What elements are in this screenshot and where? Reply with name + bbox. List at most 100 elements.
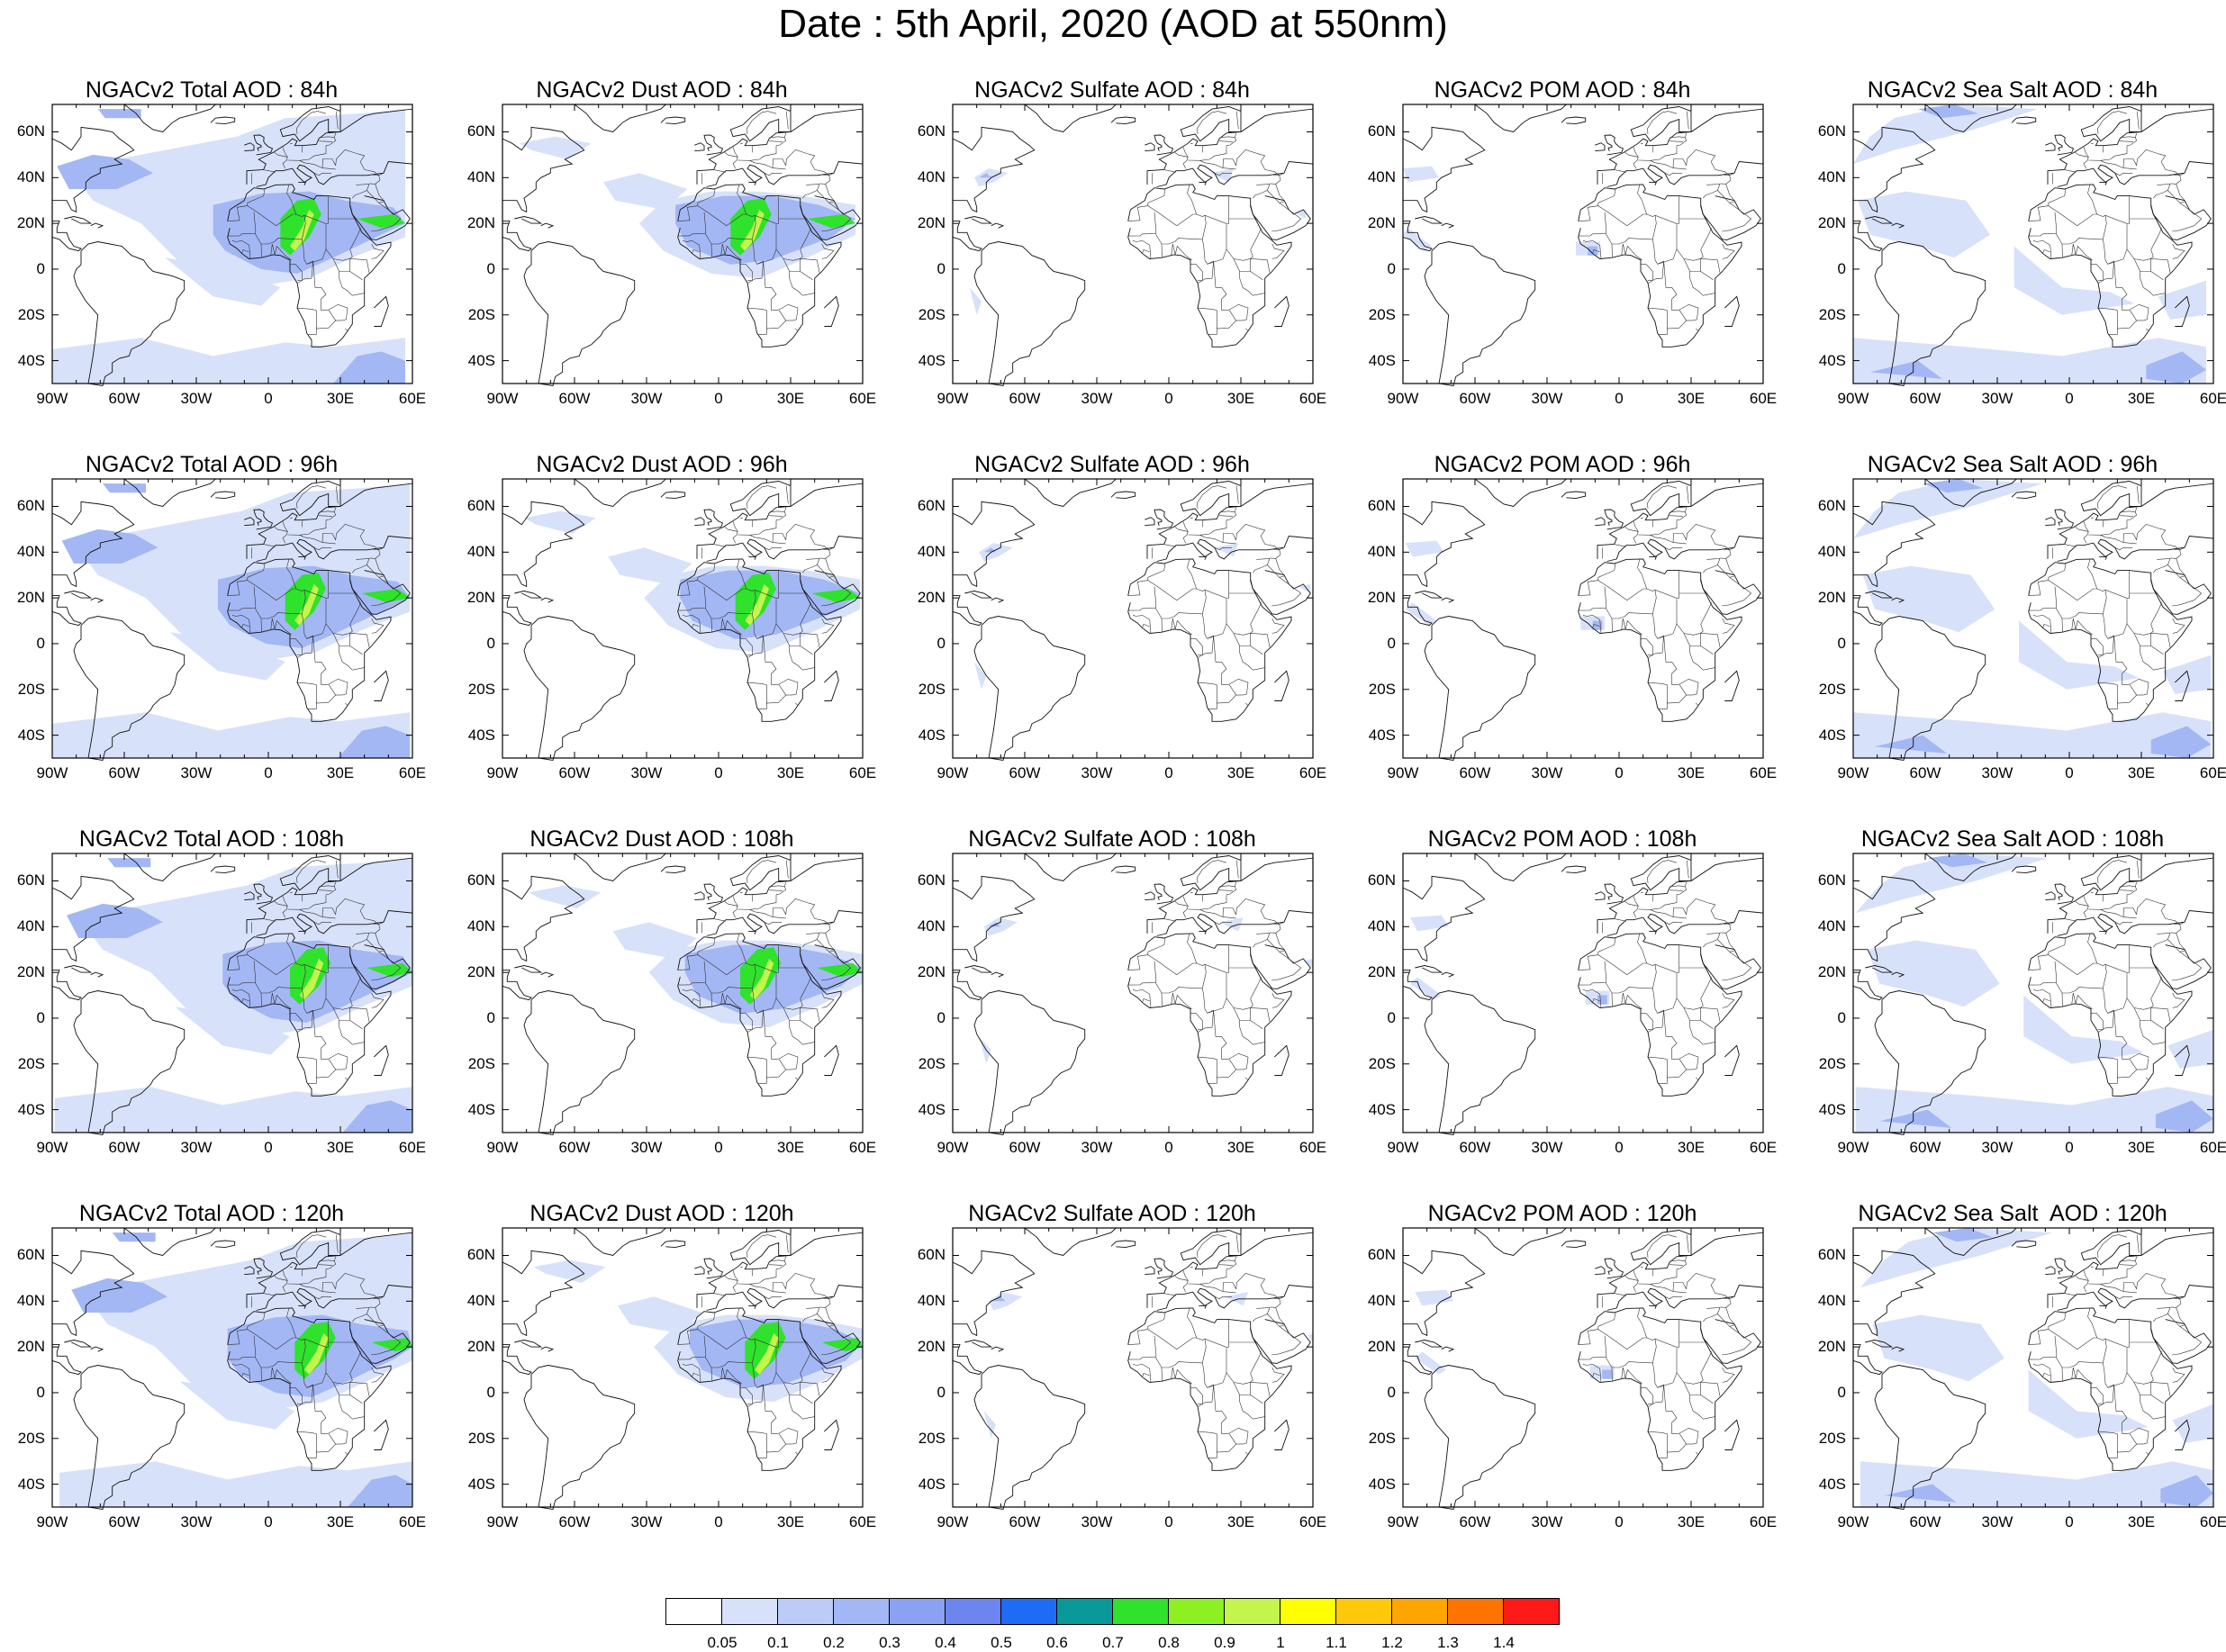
country-border [1127, 563, 1166, 596]
country-border [1676, 881, 1688, 895]
country-border [289, 517, 293, 519]
coastline-northAmerica [952, 126, 1036, 213]
country-border [2065, 544, 2077, 547]
country-border [264, 1293, 276, 1296]
lon-tick-label: 60W [1909, 1139, 1941, 1156]
lat-tick-label: 0 [937, 1383, 946, 1401]
country-border [1275, 184, 1285, 201]
coastline-britain [703, 883, 724, 905]
country-border [2129, 310, 2137, 321]
lon-tick-label: 90W [486, 764, 519, 781]
lat-tick-label: 60N [1817, 497, 1846, 515]
country-border [335, 149, 385, 176]
country-border [2088, 1268, 2128, 1285]
coastline-centralAmerica [952, 595, 982, 627]
coastline-cuba [514, 216, 543, 224]
country-border [1646, 571, 1680, 599]
lat-tick-label: 40N [1817, 543, 1846, 561]
country-border [747, 260, 764, 284]
lat-tick-label: 40N [16, 543, 45, 561]
country-border [732, 521, 738, 532]
lat-tick-label: 60N [466, 497, 495, 515]
lon-tick-label: 30W [1531, 1139, 1563, 1156]
country-border [1647, 1431, 1694, 1453]
aod-fill-high [366, 963, 412, 978]
country-border [758, 700, 767, 709]
country-border [2065, 1293, 2077, 1296]
country-border [1275, 933, 1285, 950]
panel-title: NGACv2 POM AOD : 96h [1434, 452, 1691, 477]
country-border [1149, 619, 1152, 634]
panel-title: NGACv2 Sulfate AOD : 120h [968, 1201, 1256, 1226]
country-border [301, 1339, 327, 1388]
country-border [321, 678, 348, 696]
country-border [302, 1268, 303, 1277]
country-border [1700, 271, 1714, 281]
lon-tick-label: 90W [36, 1139, 68, 1156]
coastline-ireland [2045, 891, 2056, 901]
aod-fill-base [1405, 602, 1437, 626]
country-border [802, 558, 820, 573]
country-border [2172, 1326, 2203, 1356]
country-border [371, 992, 385, 1008]
coastline-madagascar [2174, 295, 2190, 327]
country-border [768, 140, 783, 142]
colorbar-box [945, 1598, 1001, 1625]
lon-tick-label: 60W [1009, 390, 1041, 407]
country-border [821, 952, 852, 981]
coastline-africa [227, 933, 392, 1097]
coastline-hispaniola [991, 1346, 1005, 1352]
coastline-centralAmerica [952, 970, 982, 1001]
country-border [1683, 1007, 1715, 1045]
lon-tick-label: 0 [1164, 390, 1173, 407]
country-border [1646, 1320, 1680, 1348]
country-border [747, 485, 768, 510]
coastline-italySicily [748, 930, 756, 934]
lat-tick-label: 20N [1367, 963, 1396, 981]
country-border [1669, 515, 1683, 517]
country-border [775, 1256, 787, 1269]
country-border [1720, 924, 1732, 934]
country-border [2136, 149, 2185, 176]
country-border [751, 215, 777, 265]
country-border [1155, 608, 1203, 619]
aod-fill-base [529, 885, 602, 908]
country-border [778, 1433, 786, 1445]
lat-tick-label: 0 [486, 1008, 495, 1026]
country-border [2097, 860, 2119, 884]
country-border [2103, 145, 2104, 153]
country-border [2118, 860, 2128, 863]
coastline-centralAmerica [952, 221, 982, 252]
aod-fill-mid [348, 1475, 412, 1507]
country-border [260, 992, 292, 1010]
country-border [1233, 633, 1265, 671]
country-border [1582, 1363, 1600, 1369]
country-border [2056, 233, 2104, 245]
country-border [732, 896, 738, 907]
country-border [2122, 1427, 2149, 1445]
country-border [1700, 1020, 1714, 1030]
country-border [785, 111, 789, 130]
lat-tick-label: 40N [1367, 1292, 1396, 1310]
country-border [1217, 485, 1227, 489]
coastline-africa [1127, 184, 1292, 348]
country-border [1646, 945, 1680, 973]
country-border [1155, 233, 1203, 245]
lon-tick-label: 60W [558, 764, 591, 781]
aod-fill-mid [1879, 1109, 1952, 1128]
map-seasalt [1852, 478, 2214, 762]
country-border [299, 1284, 336, 1294]
country-border [1615, 918, 1627, 922]
lon-tick-label: 0 [1164, 1513, 1173, 1530]
country-border [2056, 608, 2104, 619]
country-border [2122, 1282, 2137, 1292]
country-border [821, 243, 835, 259]
country-border [1717, 1313, 1735, 1327]
country-border [227, 1335, 257, 1360]
country-border [778, 1059, 786, 1070]
coastline-ireland [694, 891, 705, 901]
lon-tick-label: 0 [714, 1139, 723, 1156]
country-border [301, 215, 327, 265]
country-border [1679, 1059, 1687, 1070]
map-panel-seasalt-1: NGACv2 Sea Salt AOD : 96h 60N 40N 20N 0 20S 40… [1801, 452, 2226, 787]
